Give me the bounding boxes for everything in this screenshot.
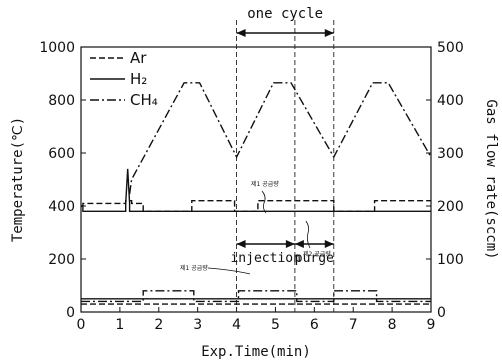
y-right-axis-label: Gas flow rate(sccm): [483, 99, 499, 259]
x-tick-label-1: 1: [115, 317, 124, 333]
series-line-5: [81, 290, 431, 303]
y-right-tick-label-1: 100: [437, 252, 464, 268]
annotation-injection: injection: [230, 251, 300, 266]
annotation-label-c: 제1 공급량: [180, 264, 208, 272]
x-tick-label-0: 0: [77, 317, 86, 333]
legend-label-1: H₂: [130, 70, 147, 88]
y-left-tick-label-2: 400: [48, 199, 75, 215]
annotation-label-b: 제2 공급량: [303, 250, 331, 258]
y-right-tick-label-5: 500: [437, 40, 464, 56]
legend-label-2: CH₄: [130, 91, 158, 109]
y-left-tick-label-4: 800: [48, 93, 75, 109]
leader-c: [207, 267, 251, 275]
x-axis-label: Exp.Time(min): [201, 344, 311, 360]
x-tick-label-2: 2: [154, 317, 163, 333]
series-line-2: [128, 82, 432, 195]
y-left-axis-label: Temperature(℃): [10, 117, 26, 242]
x-tick-label-7: 7: [349, 317, 358, 333]
x-tick-label-5: 5: [271, 317, 280, 333]
y-right-tick-label-4: 400: [437, 93, 464, 109]
plot-frame: [80, 46, 432, 313]
leader-a: [261, 190, 267, 214]
series-line-0: [81, 199, 431, 213]
arrow-one-cycle-head-left: [236, 29, 246, 37]
y-left-tick-label-0: 0: [66, 305, 75, 321]
arrow-injection-head-left: [236, 240, 246, 248]
x-tick-label-3: 3: [193, 317, 202, 333]
arrow-purge-head-left: [294, 240, 304, 248]
x-tick-label-6: 6: [310, 317, 319, 333]
legend-label-0: Ar: [130, 49, 147, 67]
y-right-tick-label-3: 300: [437, 146, 464, 162]
y-left-tick-label-5: 1000: [39, 40, 75, 56]
annotation-purge: purge: [295, 251, 334, 266]
leader-b: [305, 220, 311, 249]
annotation-one-cycle: one cycle: [247, 6, 323, 22]
arrow-injection-head-right: [285, 240, 295, 248]
y-left-tick-label-1: 200: [48, 252, 75, 268]
annotation-label-a: 제1 공급량: [251, 180, 279, 188]
x-tick-label-8: 8: [388, 317, 397, 333]
y-right-tick-label-2: 200: [437, 199, 464, 215]
y-left-tick-label-3: 600: [48, 146, 75, 162]
x-tick-label-4: 4: [232, 317, 241, 333]
y-right-tick-label-0: 0: [437, 305, 446, 321]
arrow-one-cycle-head-right: [324, 29, 334, 37]
x-tick-label-9: 9: [427, 317, 436, 333]
arrow-purge-head-right: [324, 240, 334, 248]
series-line-1: [81, 168, 431, 213]
